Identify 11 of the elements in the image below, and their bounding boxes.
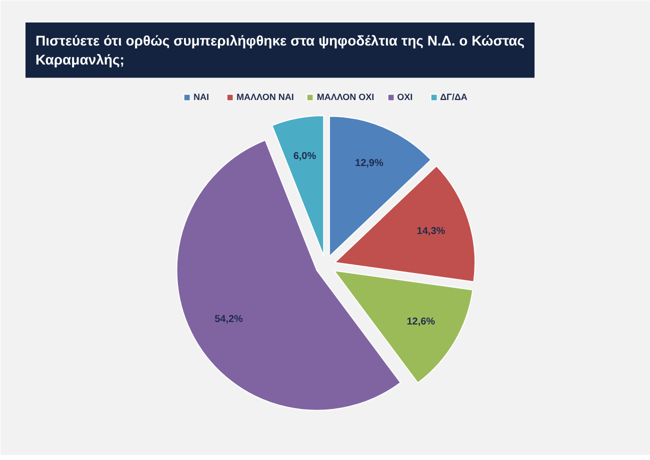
data-label: 12,6% xyxy=(406,316,436,328)
legend-label: ΜΑΛΛΟΝ ΝΑΙ xyxy=(236,92,294,102)
legend-label: ΝΑΙ xyxy=(194,92,210,102)
legend-label: ΜΑΛΛΟΝ ΟΧΙ xyxy=(316,92,374,102)
data-label: 12,9% xyxy=(355,158,384,170)
data-label: 14,3% xyxy=(416,226,446,238)
legend-label: ΟΧΙ xyxy=(397,92,414,102)
data-label: 6,0% xyxy=(293,151,316,162)
data-label: 54,2% xyxy=(214,314,244,325)
legend-label: ΔΓ/ΔΑ xyxy=(440,92,468,102)
chart-title: Πιστεύετε ότι ορθώς συμπεριλήφθηκε στα ψηφοδέλτια της Ν.Δ. ο Κώστας Καραμανλής; xyxy=(36,32,525,68)
